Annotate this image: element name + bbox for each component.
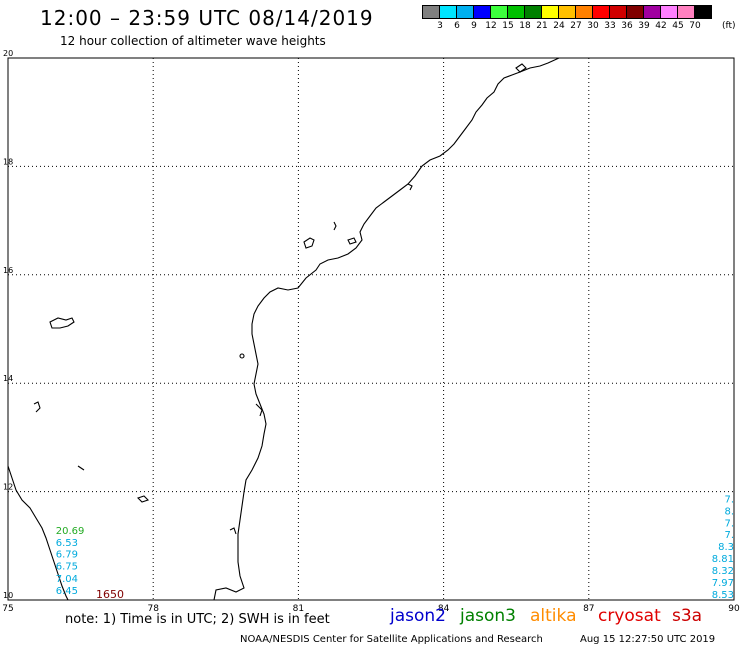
satellite-label-jason3: jason3 — [460, 606, 516, 626]
coastline-sri-lanka — [7, 465, 69, 601]
wave-height-value: 8. — [724, 506, 734, 517]
wave-height-value: 20.69 — [56, 526, 85, 537]
island-shape — [407, 183, 413, 191]
legend-label: 6 — [454, 21, 460, 31]
legend-label: 27 — [570, 21, 582, 31]
lat-tick-label: 16 — [3, 266, 13, 275]
legend-label: 3 — [437, 21, 443, 31]
legend-label: 33 — [604, 21, 616, 31]
map-subtitle: 12 hour collection of altimeter wave hei… — [60, 34, 326, 48]
wave-height-value: 6.53 — [56, 538, 78, 549]
wave-height-value: 8.53 — [712, 590, 734, 601]
lat-tick-label: 18 — [3, 157, 13, 166]
island-shape — [255, 403, 263, 417]
color-legend: (ft) 3 6 9 12 15 18 21 24 27 30 33 36 39 42 45 70 — [422, 5, 736, 33]
wave-height-value: 8.81 — [712, 554, 734, 565]
footer-note: note: 1) Time is in UTC; 2) SWH is in fe… — [65, 612, 330, 627]
legend-label: 9 — [471, 21, 477, 31]
wave-height-value: 8.3 — [718, 542, 734, 553]
wave-height-value: 7. — [724, 494, 734, 505]
coastline — [7, 57, 560, 601]
island-shape — [347, 237, 357, 245]
lat-tick-label: 20 — [3, 49, 13, 58]
wave-height-value: 7.04 — [56, 574, 78, 585]
island-shape — [49, 317, 75, 329]
legend-label: 45 — [672, 21, 684, 31]
island-shape — [33, 401, 41, 413]
lat-tick-label: 10 — [3, 591, 13, 600]
credit-text: NOAA/NESDIS Center for Satellite Applica… — [240, 634, 543, 645]
legend-label: 42 — [655, 21, 667, 31]
legend-swatch — [694, 5, 712, 19]
island-shape — [77, 465, 85, 471]
island-shape — [303, 237, 315, 249]
pass-time-label: 1650 — [96, 588, 124, 601]
island-shape — [239, 353, 245, 359]
lon-tick-label: 75 — [2, 604, 13, 614]
legend-label: 12 — [485, 21, 497, 31]
legend-label: 21 — [536, 21, 548, 31]
legend-label: 39 — [638, 21, 650, 31]
legend-label: 15 — [502, 21, 514, 31]
wave-height-value: 6.45 — [56, 586, 78, 597]
wave-height-value: 7.97 — [712, 578, 734, 589]
wave-height-value: 6.79 — [56, 550, 78, 561]
coastline-east-india — [213, 57, 560, 601]
map-frame — [7, 57, 735, 601]
legend-label: 70 — [689, 21, 701, 31]
wave-height-value: 7. — [724, 518, 734, 529]
axis-labels: 75 78 81 84 87 90 20 18 16 14 12 10 — [2, 49, 740, 614]
island-shape — [515, 63, 527, 73]
satellite-label-jason2: jason2 — [390, 606, 446, 626]
lon-tick-label: 81 — [293, 604, 304, 614]
legend-label: 18 — [519, 21, 531, 31]
satellite-label-cryosat: cryosat — [598, 606, 661, 626]
island-shape — [333, 221, 337, 231]
map-title: 12:00 – 23:59 UTC 08/14/2019 — [40, 6, 374, 30]
graticule — [8, 58, 734, 600]
legend-label: 36 — [621, 21, 633, 31]
altimeter-observations: 20.696.536.796.757.046.457.8.7.7.8.38.81… — [56, 494, 734, 601]
lat-tick-label: 14 — [3, 374, 13, 383]
lon-tick-label: 84 — [438, 604, 450, 614]
wave-height-value: 7. — [724, 530, 734, 541]
legend-labels: (ft) 3 6 9 12 15 18 21 24 27 30 33 36 39 42 45 70 — [422, 19, 735, 33]
wave-height-value: 6.75 — [56, 562, 78, 573]
island-shape — [136, 495, 150, 503]
legend-swatches — [422, 5, 712, 19]
legend-unit: (ft) — [722, 21, 736, 31]
lon-tick-label: 78 — [147, 604, 159, 614]
lon-tick-label: 87 — [583, 604, 594, 614]
wave-height-value: 8.32 — [712, 566, 734, 577]
island-shape — [229, 527, 237, 535]
lon-tick-label: 90 — [728, 604, 740, 614]
legend-label: 30 — [587, 21, 599, 31]
lat-tick-label: 12 — [3, 483, 13, 492]
legend-label: 24 — [553, 21, 565, 31]
satellite-label-altika: altika — [530, 606, 577, 626]
satellite-label-s3a: s3a — [672, 606, 703, 626]
generated-timestamp: Aug 15 12:27:50 UTC 2019 — [580, 634, 716, 645]
